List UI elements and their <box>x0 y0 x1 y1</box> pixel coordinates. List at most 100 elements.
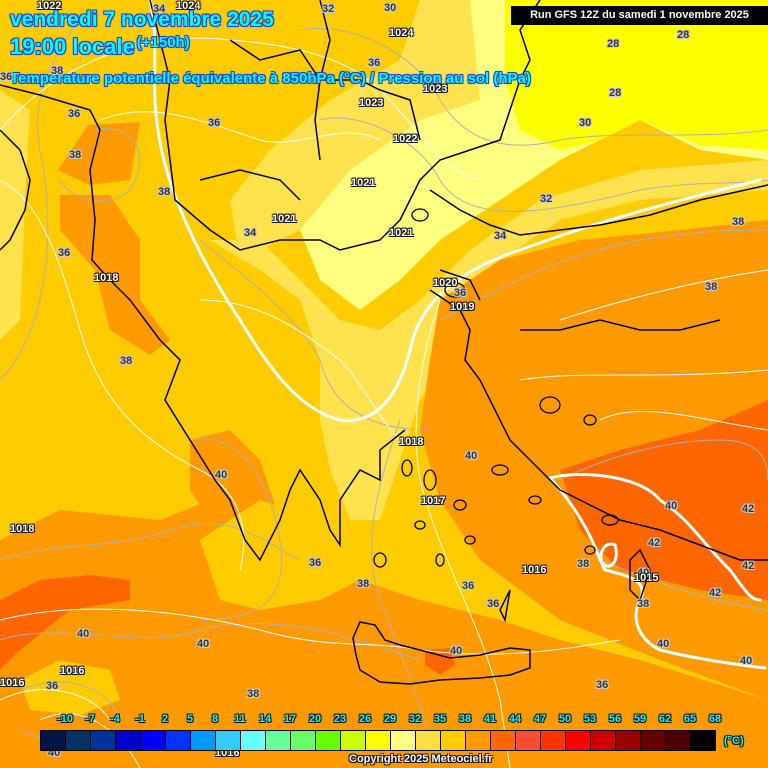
temperature-label: 36 <box>309 557 322 569</box>
pressure-label: 1021 <box>389 227 414 239</box>
field-32-band-greece <box>210 160 768 520</box>
temperature-label: 40 <box>665 500 678 512</box>
legend-swatch <box>616 731 641 750</box>
theta-contours <box>0 19 768 768</box>
pressure-label: 1016 <box>522 564 547 576</box>
temperature-label: 32 <box>322 3 335 15</box>
legend-tick: 56 <box>608 713 622 725</box>
pressure-label: 1021 <box>272 213 297 225</box>
field-adriatic-warm-1 <box>58 122 140 185</box>
pressure-label: 1018 <box>399 436 424 448</box>
legend-unit: (°C) <box>724 735 744 747</box>
pressure-label: 1020 <box>433 277 458 289</box>
legend-tick: -1 <box>135 713 145 725</box>
legend-swatch <box>416 731 441 750</box>
field-adriatic-warm-2 <box>60 195 170 355</box>
temperature-label: 36 <box>454 287 467 299</box>
pressure-label: 1019 <box>450 301 475 313</box>
temperature-label: 36 <box>0 71 13 83</box>
temperature-label: 30 <box>384 2 397 14</box>
legend-swatch <box>166 731 191 750</box>
pressure-label: 1021 <box>351 177 376 189</box>
temperature-label: 38 <box>577 558 590 570</box>
temperature-label: 38 <box>357 578 370 590</box>
legend-tick: 65 <box>683 713 697 725</box>
copyright: Copyright 2025 Meteociel.fr <box>349 753 493 765</box>
legend-swatch <box>191 731 216 750</box>
temperature-label: 38 <box>732 216 745 228</box>
temperature-label: 36 <box>68 108 81 120</box>
legend-swatch <box>341 731 366 750</box>
legend-swatch <box>691 731 715 750</box>
legend-tick: 38 <box>458 713 472 725</box>
temperature-label: 36 <box>208 117 221 129</box>
field-32-band <box>230 0 480 260</box>
model-run-label: Run GFS 12Z du samedi 1 novembre 2025 <box>511 6 768 25</box>
legend-swatch <box>366 731 391 750</box>
field-east-very-warm <box>560 400 768 600</box>
legend-tick: 68 <box>708 713 722 725</box>
temperature-label: 30 <box>579 117 592 129</box>
islands <box>373 208 619 568</box>
temperature-label: 38 <box>705 281 718 293</box>
map-subtitle: Température potentielle équivalente à 85… <box>10 70 531 87</box>
pressure-label: 1022 <box>37 0 62 12</box>
legend-tick: 23 <box>333 713 347 725</box>
temperature-label: 36 <box>596 679 609 691</box>
legend-tick: 2 <box>161 713 169 725</box>
legend-tick: 14 <box>258 713 272 725</box>
legend-tick: 20 <box>308 713 322 725</box>
legend-tick: 59 <box>633 713 647 725</box>
legend-color-bar <box>40 730 716 751</box>
temperature-label: 40 <box>215 469 228 481</box>
legend-swatch <box>466 731 491 750</box>
field-north-east-coldest <box>505 0 768 150</box>
legend-tick: 11 <box>234 713 246 725</box>
temperature-label: 38 <box>247 688 260 700</box>
legend-swatch <box>216 731 241 750</box>
temperature-label: 40 <box>740 655 753 667</box>
pressure-label: 1018 <box>10 523 35 535</box>
legend-tick: 62 <box>658 713 672 725</box>
temperature-label: 36 <box>368 57 381 69</box>
temperature-label: 34 <box>494 230 507 242</box>
temperature-label: 40 <box>197 638 210 650</box>
temperature-label: 36 <box>487 598 500 610</box>
forecast-lead-time: (+150h) <box>136 34 190 51</box>
isobars <box>0 37 768 768</box>
legend-tick: 5 <box>186 713 194 725</box>
legend-swatch <box>66 731 91 750</box>
pressure-label: 1024 <box>389 27 414 39</box>
pressure-label: 1016 <box>60 665 85 677</box>
temperature-label: 28 <box>609 87 622 99</box>
temperature-label: 42 <box>648 537 661 549</box>
legend-tick: 32 <box>408 713 422 725</box>
temperature-label: 28 <box>607 38 620 50</box>
legend-swatch <box>641 731 666 750</box>
legend-swatch <box>491 731 516 750</box>
temperature-label: 40 <box>657 638 670 650</box>
temperature-label: 34 <box>244 227 257 239</box>
legend-tick: 47 <box>533 713 547 725</box>
legend-swatch <box>391 731 416 750</box>
legend-tick: -4 <box>110 713 120 725</box>
temperature-label: 38 <box>120 355 133 367</box>
temperature-label: 38 <box>637 598 650 610</box>
coastlines <box>0 0 768 685</box>
field-south-west-very-warm <box>0 575 130 670</box>
pressure-label: 1018 <box>94 272 119 284</box>
pressure-label: 1023 <box>423 83 448 95</box>
legend-swatch <box>291 731 316 750</box>
legend-swatch <box>316 731 341 750</box>
temperature-label: 36 <box>46 680 59 692</box>
temperature-label: 32 <box>540 193 553 205</box>
legend-swatch <box>541 731 566 750</box>
temperature-label: 42 <box>742 560 755 572</box>
forecast-time: 19:00 locale (+150h) <box>10 34 190 60</box>
legend-tick: 26 <box>358 713 372 725</box>
legend-swatch <box>266 731 291 750</box>
pressure-label: 1015 <box>634 572 659 584</box>
temperature-label: 38 <box>51 65 64 77</box>
legend-tick: 29 <box>383 713 397 725</box>
temperature-label: 42 <box>709 587 722 599</box>
